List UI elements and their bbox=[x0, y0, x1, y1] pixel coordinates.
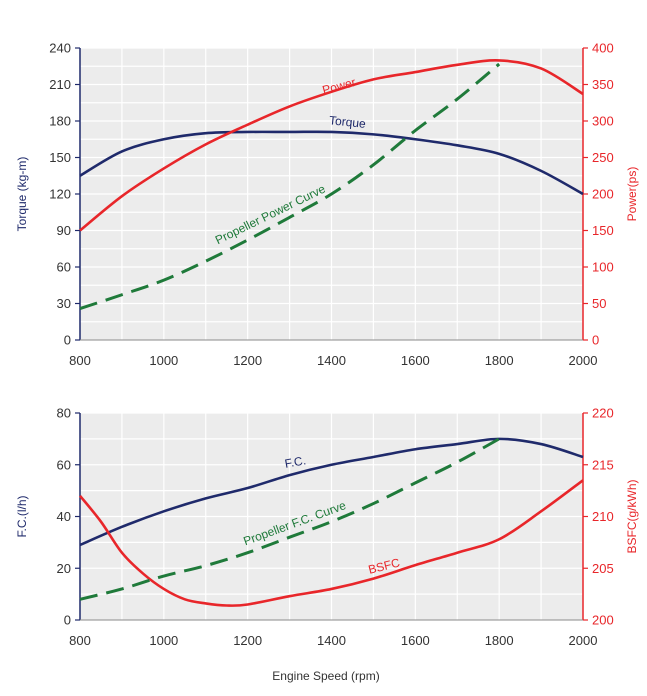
x-axis-label: Engine Speed (rpm) bbox=[272, 669, 379, 683]
left-tick-label: 30 bbox=[57, 296, 71, 311]
right-tick-label: 50 bbox=[592, 296, 606, 311]
right-tick-label: 400 bbox=[592, 41, 614, 56]
right-tick-label: 200 bbox=[592, 613, 614, 628]
x-tick-label: 800 bbox=[69, 633, 91, 648]
x-tick-label: 1000 bbox=[149, 353, 178, 368]
right-tick-label: 205 bbox=[592, 561, 614, 576]
left-tick-label: 60 bbox=[57, 457, 71, 472]
right-axis-label: Power(ps) bbox=[625, 167, 639, 222]
left-axis-label: Torque (kg-m) bbox=[15, 157, 29, 232]
left-tick-label: 150 bbox=[49, 150, 71, 165]
torque-power-chart: 0 30 60 90 120 150 180 210 240 0 50 100 150 200 250 300… bbox=[15, 41, 639, 369]
left-tick-label: 20 bbox=[57, 561, 71, 576]
series-line-bsfc bbox=[78, 479, 584, 607]
x-tick-label: 1800 bbox=[485, 633, 514, 648]
right-tick-label: 200 bbox=[592, 187, 614, 202]
series-line-power bbox=[79, 59, 584, 232]
x-tick-label: 1000 bbox=[149, 633, 178, 648]
right-tick-label: 210 bbox=[592, 509, 614, 524]
right-tick-label: 0 bbox=[592, 333, 599, 348]
series-label: Torque bbox=[328, 113, 366, 131]
series-line-propeller-power-curve bbox=[79, 62, 501, 311]
right-tick-label: 150 bbox=[592, 223, 614, 238]
left-axis-label: F.C.(l/h) bbox=[15, 495, 29, 537]
right-tick-label: 300 bbox=[592, 114, 614, 129]
left-tick-label: 0 bbox=[64, 333, 71, 348]
x-tick-label: 1200 bbox=[233, 633, 262, 648]
left-tick-label: 0 bbox=[64, 613, 71, 628]
left-tick-label: 180 bbox=[49, 114, 71, 129]
right-tick-label: 250 bbox=[592, 150, 614, 165]
x-tick-label: 1600 bbox=[401, 633, 430, 648]
x-tick-label: 1600 bbox=[401, 353, 430, 368]
right-tick-label: 350 bbox=[592, 77, 614, 92]
left-tick-label: 40 bbox=[57, 509, 71, 524]
right-tick-label: 220 bbox=[592, 406, 614, 421]
series-label: F.C. bbox=[284, 453, 307, 470]
left-tick-label: 60 bbox=[57, 260, 71, 275]
x-tick-label: 800 bbox=[69, 353, 91, 368]
series-line-propeller-f-c-curve bbox=[79, 437, 500, 601]
x-tick-label: 1200 bbox=[233, 353, 262, 368]
left-tick-label: 90 bbox=[57, 223, 71, 238]
right-tick-label: 100 bbox=[592, 260, 614, 275]
x-tick-label: 1400 bbox=[317, 633, 346, 648]
series-line-torque bbox=[79, 130, 584, 196]
x-tick-label: 2000 bbox=[569, 353, 598, 368]
right-axis-label: BSFC(g/kWh) bbox=[625, 479, 639, 553]
fuel-consumption-chart: 0 20 40 60 80 200 205 210 215 220 800 1000 1200 1400 1… bbox=[15, 406, 639, 649]
left-tick-label: 240 bbox=[49, 41, 71, 56]
left-tick-label: 80 bbox=[57, 406, 71, 421]
right-tick-label: 215 bbox=[592, 457, 614, 472]
x-tick-label: 1400 bbox=[317, 353, 346, 368]
x-tick-label: 2000 bbox=[569, 633, 598, 648]
x-tick-label: 1800 bbox=[485, 353, 514, 368]
left-tick-label: 210 bbox=[49, 77, 71, 92]
left-tick-label: 120 bbox=[49, 187, 71, 202]
series-line-f-c bbox=[79, 437, 584, 547]
